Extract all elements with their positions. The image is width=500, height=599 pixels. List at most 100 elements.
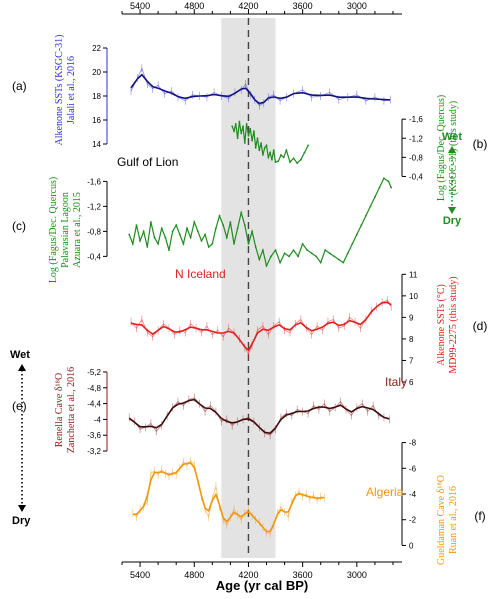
data-point-b bbox=[234, 123, 237, 125]
data-point-c bbox=[262, 249, 264, 252]
data-point-c bbox=[297, 255, 300, 258]
panel-f: -8 -6 -4 -2 0 (f) Gueldaman Cave δ¹⁸ORuan et a… bbox=[132, 439, 486, 565]
dry-label-right: Dry bbox=[443, 215, 462, 227]
x-tick-label: 4200 bbox=[238, 570, 258, 580]
series-smooth-f bbox=[132, 461, 325, 533]
y-tick-label-f: 0 bbox=[409, 541, 414, 550]
data-point-c bbox=[189, 236, 192, 239]
y-tick-label-b: -1,6 bbox=[409, 115, 423, 124]
data-point-c bbox=[142, 230, 145, 233]
data-point-c bbox=[204, 233, 206, 236]
data-point-b bbox=[252, 130, 255, 132]
data-point-b bbox=[238, 120, 241, 123]
panel-letter-a: (a) bbox=[12, 79, 27, 93]
data-point-c bbox=[247, 242, 250, 245]
y-tick-label-b: -1,2 bbox=[409, 134, 423, 143]
data-point-b bbox=[256, 137, 259, 140]
wet-dry-arrow-right-head-down bbox=[448, 207, 456, 214]
data-point-c bbox=[355, 233, 358, 236]
data-point-b bbox=[285, 149, 288, 152]
labels-layer: Age (yr cal BP) Gulf of Lion N Iceland I… bbox=[10, 131, 462, 593]
data-point-c bbox=[243, 224, 246, 227]
data-point-c bbox=[146, 246, 149, 248]
x-tick-label: 4800 bbox=[184, 570, 204, 580]
panel-b: -0,4 -0,8 -1,2 -1,6 (b) Log (Fagus/Dec. Querc… bbox=[231, 95, 487, 201]
data-point-c bbox=[387, 180, 390, 183]
x-tick-label: 5400 bbox=[130, 570, 150, 580]
data-point-c bbox=[374, 196, 376, 198]
data-point-c bbox=[218, 214, 221, 217]
panel-e: -5,2 -4,8 -4,4 -4 -3,6 -3,2 (e) Renella Cave δ¹… bbox=[12, 367, 390, 456]
y-tick-label-a: 16 bbox=[92, 116, 101, 125]
data-point-c bbox=[196, 230, 199, 233]
y-axis-title-a: Alkenone SSTs (KSGC-31)Jalali et al., 20… bbox=[54, 35, 77, 146]
data-point-c bbox=[153, 236, 156, 239]
y-tick-label-f: -8 bbox=[409, 439, 417, 448]
data-point-b bbox=[240, 132, 243, 135]
y-tick-label-a: 22 bbox=[92, 44, 101, 53]
data-point-c bbox=[139, 239, 141, 242]
data-point-b bbox=[272, 149, 275, 152]
data-point-c bbox=[369, 205, 372, 208]
data-point-c bbox=[229, 221, 232, 223]
data-point-c bbox=[383, 177, 385, 180]
data-point-c bbox=[164, 236, 167, 239]
y-tick-label-f: -4 bbox=[409, 490, 417, 499]
x-axis-title: Age (yr cal BP) bbox=[216, 578, 308, 593]
panel-letter-b: (b) bbox=[473, 137, 488, 151]
y-tick-label-e: -4,4 bbox=[87, 400, 101, 409]
event-band-layer bbox=[221, 18, 276, 558]
data-point-b bbox=[258, 149, 261, 152]
panel-region-f: Algeria bbox=[366, 485, 404, 499]
data-point-c bbox=[254, 246, 257, 248]
panel-c: -0,4 -0,8 -1,2 -1,6 (c) Log (Fagus/Dec. Querc… bbox=[12, 177, 393, 283]
wet-dry-arrow-left-head-down bbox=[18, 505, 26, 512]
data-point-b bbox=[274, 161, 277, 164]
data-point-b bbox=[269, 151, 272, 154]
data-point-c bbox=[150, 221, 152, 223]
data-point-c bbox=[233, 242, 235, 245]
y-tick-label-d: 7 bbox=[409, 356, 414, 365]
y-axis-title-f: Gueldaman Cave δ¹⁸ORuan et al., 2016 bbox=[436, 475, 459, 565]
wet-dry-arrow-left bbox=[18, 364, 26, 512]
y-tick-label-c: -0,8 bbox=[87, 227, 101, 236]
data-point-c bbox=[315, 255, 318, 258]
data-point-c bbox=[186, 227, 188, 230]
data-point-c bbox=[270, 255, 272, 258]
y-tick-label-f: -2 bbox=[409, 516, 417, 525]
y-tick-label-a: 14 bbox=[92, 140, 101, 149]
y-tick-label-b: -0,4 bbox=[409, 172, 423, 181]
data-point-c bbox=[360, 224, 363, 227]
data-point-c bbox=[171, 230, 174, 233]
data-point-b bbox=[265, 144, 268, 147]
y-tick-label-c: -1,6 bbox=[87, 177, 101, 186]
panel-a: 14 16 18 20 22 (a) Alkenone SSTs (KSGC-31)Jala… bbox=[12, 35, 391, 149]
data-point-c bbox=[301, 242, 304, 245]
x-tick-label: 3000 bbox=[347, 1, 367, 11]
panel-letter-c: (c) bbox=[12, 219, 26, 233]
data-point-c bbox=[378, 186, 381, 189]
data-point-c bbox=[337, 258, 340, 261]
data-point-b bbox=[277, 160, 280, 163]
y-axis-title-line: Alkenone SSTs (°C) bbox=[436, 284, 447, 366]
y-axis-title-line: Log (Fagus/Dec. Quercus) bbox=[48, 177, 59, 283]
wet-label-right: Wet bbox=[442, 131, 462, 143]
wet-dry-arrow-right-head-up bbox=[448, 146, 456, 153]
data-point-b bbox=[292, 157, 295, 160]
y-axis-title-line: Gueldaman Cave δ¹⁸O bbox=[436, 475, 447, 565]
data-point-c bbox=[324, 249, 327, 252]
data-point-c bbox=[279, 261, 281, 264]
y-axis-title-line: Palavasian Lagoon bbox=[60, 192, 71, 268]
data-point-c bbox=[292, 249, 295, 252]
y-axis-title-e: Renella Cave δ¹⁸OZanchetta et al., 2016 bbox=[54, 367, 77, 453]
y-tick-label-b: -0,8 bbox=[409, 153, 423, 162]
data-point-c bbox=[225, 236, 228, 239]
y-axis-title-line: Renella Cave δ¹⁸O bbox=[54, 373, 65, 448]
wet-dry-arrow-left-head-up bbox=[18, 364, 26, 371]
x-tick-label: 5400 bbox=[130, 1, 150, 11]
data-point-c bbox=[364, 214, 367, 217]
data-point-b bbox=[271, 158, 273, 161]
y-tick-label-d: 6 bbox=[409, 378, 414, 387]
data-point-b bbox=[231, 125, 234, 128]
data-point-c bbox=[160, 227, 163, 230]
